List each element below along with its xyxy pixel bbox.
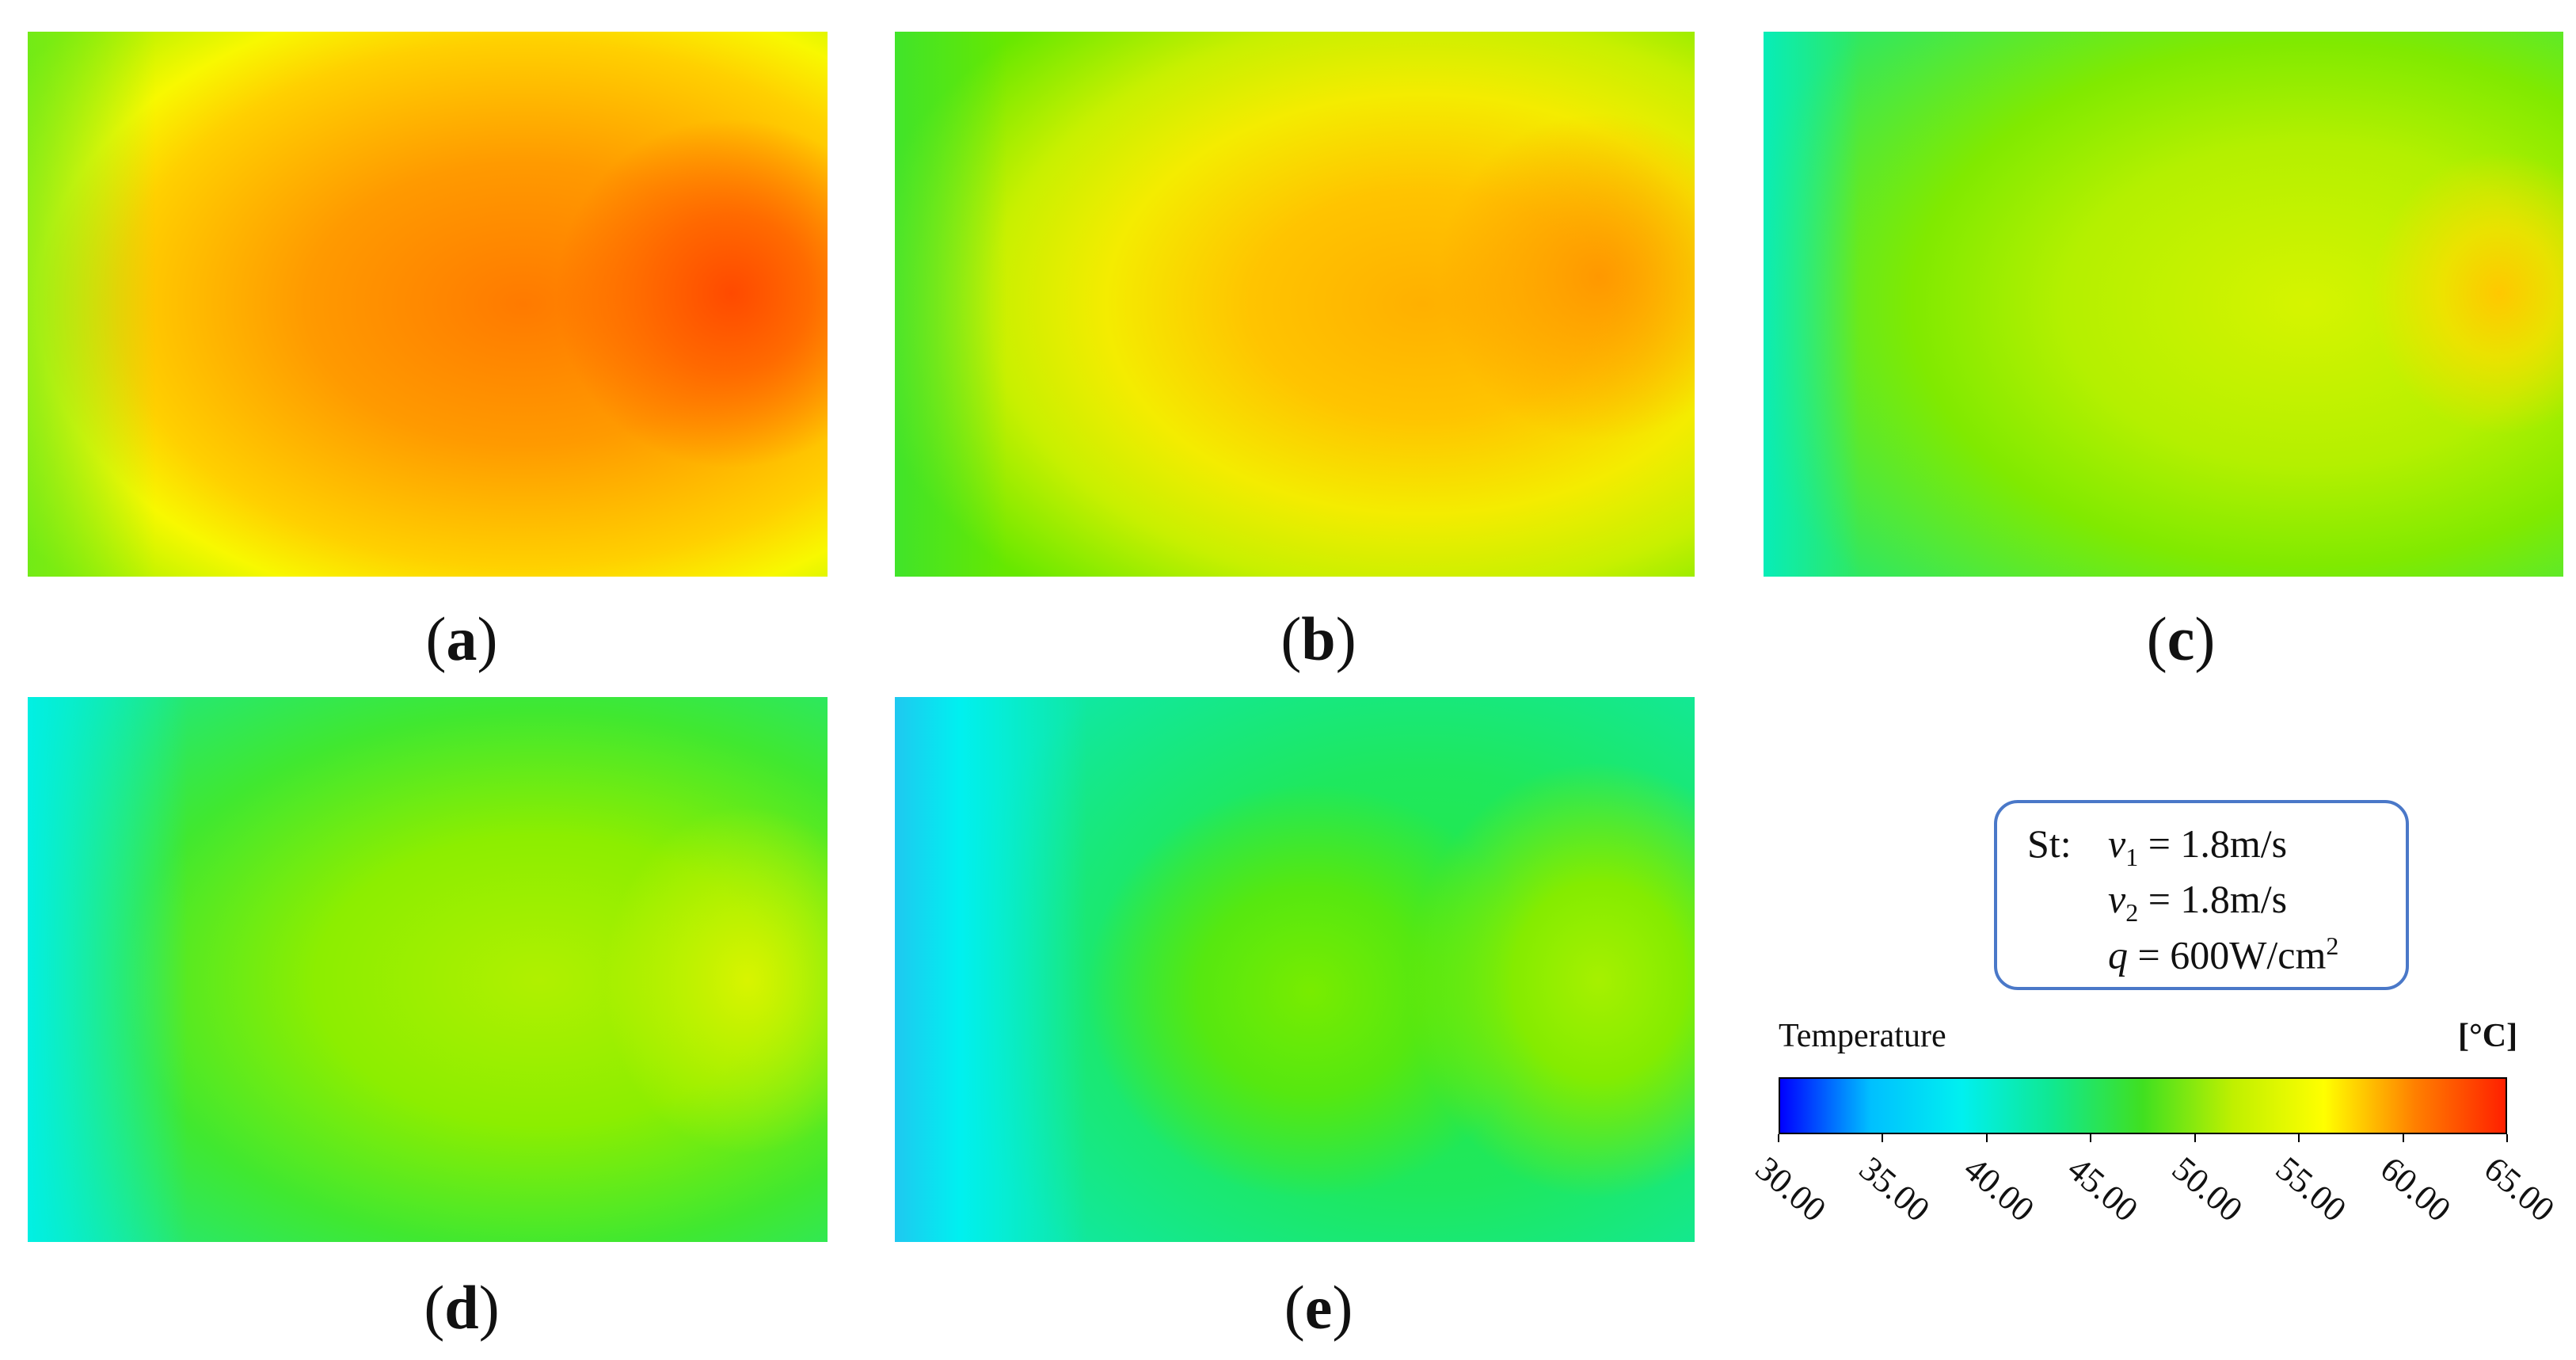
temperature-contour-c xyxy=(1764,32,2563,577)
temperature-contour-a xyxy=(28,32,828,577)
temperature-contour-b xyxy=(895,32,1695,577)
colorbar-tick-mark xyxy=(1985,1134,1988,1142)
temperature-contour-d xyxy=(28,697,828,1242)
conditions-legend: St: v1 = 1.8m/s v2 = 1.8m/s q = 600W/cm2 xyxy=(1994,800,2409,990)
legend-prefix: St: xyxy=(2027,821,2072,866)
colorbar-title: Temperature xyxy=(1779,1018,1946,1054)
caption-e: (e) xyxy=(1284,1273,1353,1342)
colorbar-tick-label: 50.00 xyxy=(2164,1149,2250,1229)
colorbar-tick-label: 30.00 xyxy=(1748,1149,1834,1229)
colorbar-tick-mark xyxy=(2298,1134,2300,1142)
colorbar-tick-label: 35.00 xyxy=(1852,1149,1938,1229)
legend-v1: v1 = 1.8m/s xyxy=(2108,821,2288,871)
colorbar-tick-label: 65.00 xyxy=(2476,1149,2563,1229)
colorbar-tick-label: 40.00 xyxy=(1956,1149,2042,1229)
caption-b: (b) xyxy=(1280,604,1356,673)
legend-v2: v2 = 1.8m/s xyxy=(2108,877,2288,927)
colorbar-tick-label: 60.00 xyxy=(2372,1149,2458,1229)
caption-d: (d) xyxy=(424,1273,500,1342)
temperature-contour-e xyxy=(895,697,1695,1242)
colorbar-tick-mark xyxy=(2506,1134,2508,1142)
colorbar-tick-mark xyxy=(2194,1134,2196,1142)
colorbar-tick-mark xyxy=(2090,1134,2092,1142)
colorbar-unit: [°C] xyxy=(2458,1018,2518,1054)
colorbar-tick-mark xyxy=(2402,1134,2404,1142)
caption-c: (c) xyxy=(2146,604,2216,673)
colorbar-tick-label: 45.00 xyxy=(2060,1149,2146,1229)
colorbar-tick-mark xyxy=(1882,1134,1884,1142)
legend-q: q = 600W/cm2 xyxy=(2108,931,2339,977)
colorbar-tick-mark xyxy=(1778,1134,1779,1142)
colorbar-tick-label: 55.00 xyxy=(2269,1149,2354,1229)
temperature-colorbar xyxy=(1779,1077,2507,1134)
caption-a: (a) xyxy=(425,604,498,673)
